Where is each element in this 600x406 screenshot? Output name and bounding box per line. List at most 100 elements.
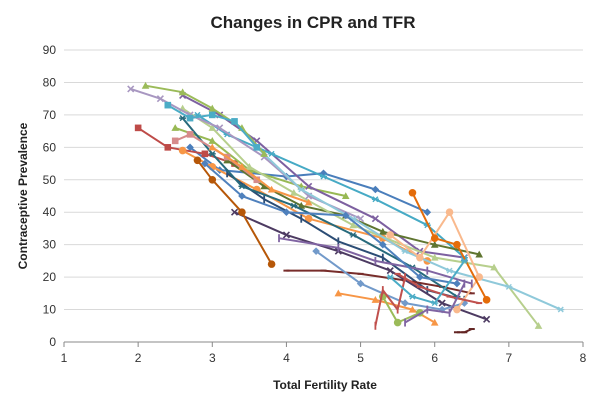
data-point [297, 201, 306, 209]
data-point [460, 257, 468, 264]
data-point [386, 231, 395, 239]
data-point [386, 267, 394, 275]
data-point [371, 185, 380, 194]
data-point [483, 315, 491, 323]
series-line [397, 273, 480, 305]
y-axis: 0 10 20 30 40 50 60 70 80 90 [43, 43, 57, 349]
x-axis: 1 2 3 4 5 6 7 8 [61, 341, 587, 365]
x-axis-label: Total Fertility Rate [273, 378, 377, 392]
data-series [208, 143, 313, 206]
data-point [304, 214, 313, 223]
y-tick-label: 50 [43, 173, 57, 187]
data-point [430, 240, 439, 248]
data-point [423, 208, 432, 217]
data-series [394, 272, 483, 305]
y-tick-label: 70 [43, 108, 57, 122]
data-point [201, 159, 209, 168]
x-tick-label: 7 [506, 351, 513, 365]
data-point [453, 240, 461, 249]
data-point [208, 137, 217, 144]
data-point [490, 263, 498, 271]
data-point [134, 124, 142, 132]
data-point [438, 305, 446, 314]
grid-lines [64, 49, 583, 311]
data-point [208, 104, 217, 112]
data-series [164, 101, 261, 151]
data-point [297, 186, 305, 193]
data-point [260, 182, 268, 190]
data-point [349, 221, 357, 229]
x-tick-label: 3 [209, 351, 216, 365]
data-point [431, 300, 439, 307]
data-point [230, 208, 239, 216]
y-tick-label: 10 [43, 303, 57, 317]
data-point [445, 208, 454, 217]
data-series [453, 328, 475, 334]
y-tick-label: 40 [43, 205, 57, 219]
x-tick-label: 8 [580, 351, 587, 365]
y-tick-label: 60 [43, 140, 57, 154]
data-point [208, 150, 216, 157]
data-point [290, 188, 298, 196]
data-point [238, 183, 246, 190]
data-point [334, 289, 343, 297]
data-point [282, 208, 291, 217]
data-series [201, 159, 461, 288]
data-point [557, 306, 565, 313]
data-point [171, 137, 179, 145]
data-point [238, 208, 246, 217]
x-tick-label: 2 [135, 351, 142, 365]
series-line [338, 292, 436, 324]
x-tick-label: 6 [431, 351, 438, 365]
data-point [393, 318, 402, 327]
data-point [453, 305, 461, 314]
data-point [408, 305, 417, 313]
x-tick-label: 1 [61, 351, 68, 365]
series-line [196, 159, 273, 265]
data-series [404, 279, 466, 327]
y-tick-label: 0 [49, 335, 56, 349]
data-point [267, 185, 276, 193]
data-point [416, 273, 424, 281]
data-point [401, 299, 409, 307]
data-point [371, 196, 379, 203]
data-point [268, 150, 276, 157]
data-point [460, 299, 469, 307]
data-point [282, 231, 290, 239]
y-axis-label: Contraceptive Prevalence [16, 122, 30, 269]
data-point [164, 144, 172, 151]
series-line [211, 146, 310, 204]
data-point [171, 124, 180, 131]
y-tick-label: 30 [43, 238, 57, 252]
data-point [260, 150, 268, 157]
data-point [179, 115, 187, 122]
plot-series [127, 81, 565, 334]
data-point [178, 146, 187, 155]
y-tick-label: 20 [43, 270, 57, 284]
data-point [430, 318, 439, 326]
data-point [475, 273, 484, 281]
data-point [304, 198, 313, 206]
data-series [193, 156, 276, 268]
data-point [438, 299, 446, 307]
data-point [312, 247, 320, 255]
data-point [341, 192, 350, 200]
series-line [256, 146, 562, 311]
data-point [208, 111, 216, 119]
x-tick-label: 4 [283, 351, 290, 365]
data-point [534, 321, 543, 329]
data-point [371, 215, 379, 223]
data-series [178, 104, 543, 329]
data-point [446, 267, 454, 274]
data-series [408, 188, 491, 304]
data-point [430, 253, 439, 261]
data-point [186, 143, 194, 152]
data-point [208, 124, 217, 131]
series-line [389, 260, 466, 305]
data-point [208, 175, 217, 184]
data-point [341, 211, 350, 220]
data-point [416, 253, 424, 262]
y-tick-label: 80 [43, 75, 57, 89]
data-point [267, 260, 276, 268]
data-point [356, 279, 365, 288]
